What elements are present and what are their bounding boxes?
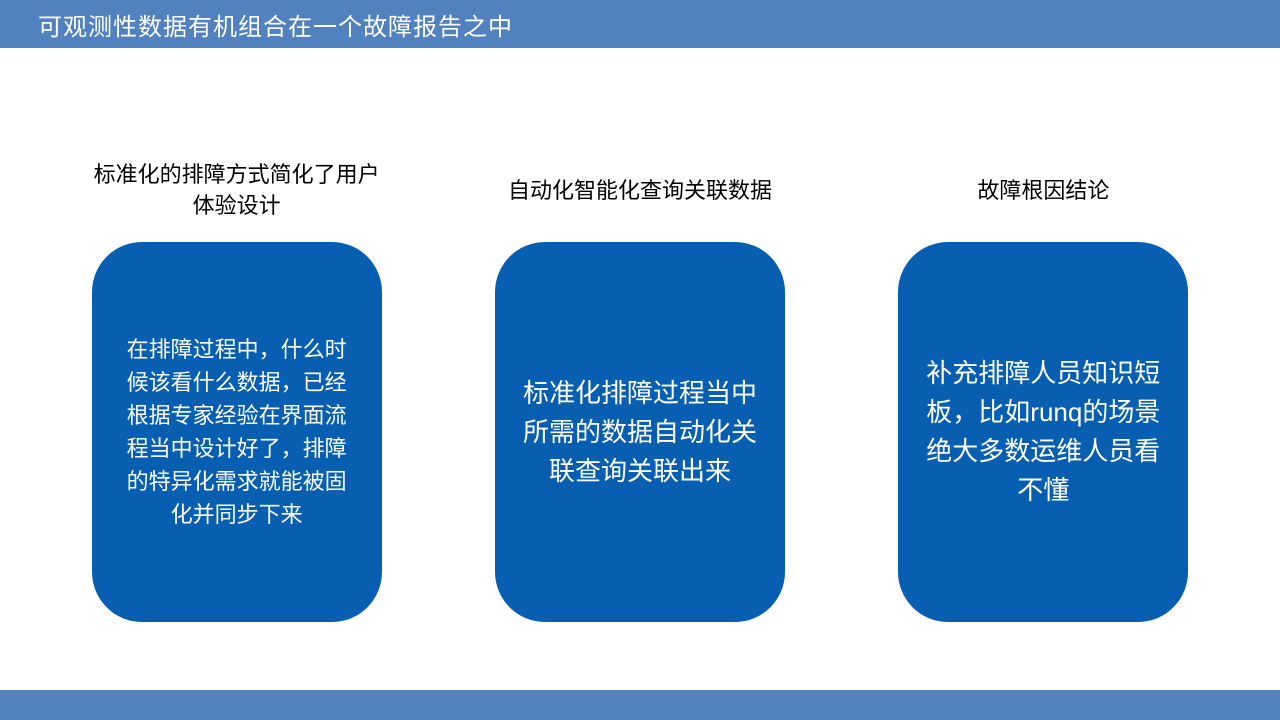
- card-2-box: 标准化排障过程当中所需的数据自动化关联查询关联出来: [495, 242, 785, 622]
- card-1-body: 在排障过程中，什么时候该看什么数据，已经根据专家经验在界面流程当中设计好了，排障…: [118, 333, 356, 531]
- card-3-box: 补充排障人员知识短板，比如runq的场景绝大多数运维人员看不懂: [898, 242, 1188, 622]
- card-2-body: 标准化排障过程当中所需的数据自动化关联查询关联出来: [521, 374, 759, 491]
- slide: 可观测性数据有机组合在一个故障报告之中 标准化的排障方式简化了用户体验设计 在排…: [0, 0, 1280, 720]
- cards-row: 标准化的排障方式简化了用户体验设计 在排障过程中，什么时候该看什么数据，已经根据…: [0, 160, 1280, 622]
- card-1-box: 在排障过程中，什么时候该看什么数据，已经根据专家经验在界面流程当中设计好了，排障…: [92, 242, 382, 622]
- card-3: 故障根因结论 补充排障人员知识短板，比如runq的场景绝大多数运维人员看不懂: [897, 160, 1190, 622]
- card-1-heading: 标准化的排障方式简化了用户体验设计: [90, 160, 383, 222]
- footer-bar: [0, 690, 1280, 720]
- card-2: 自动化智能化查询关联数据 标准化排障过程当中所需的数据自动化关联查询关联出来: [493, 160, 786, 622]
- slide-title: 可观测性数据有机组合在一个故障报告之中: [38, 7, 513, 42]
- card-1: 标准化的排障方式简化了用户体验设计 在排障过程中，什么时候该看什么数据，已经根据…: [90, 160, 383, 622]
- title-bar: 可观测性数据有机组合在一个故障报告之中: [0, 0, 1280, 48]
- card-3-heading: 故障根因结论: [977, 160, 1109, 222]
- card-3-body: 补充排障人员知识短板，比如runq的场景绝大多数运维人员看不懂: [924, 354, 1162, 510]
- card-2-heading: 自动化智能化查询关联数据: [508, 160, 772, 222]
